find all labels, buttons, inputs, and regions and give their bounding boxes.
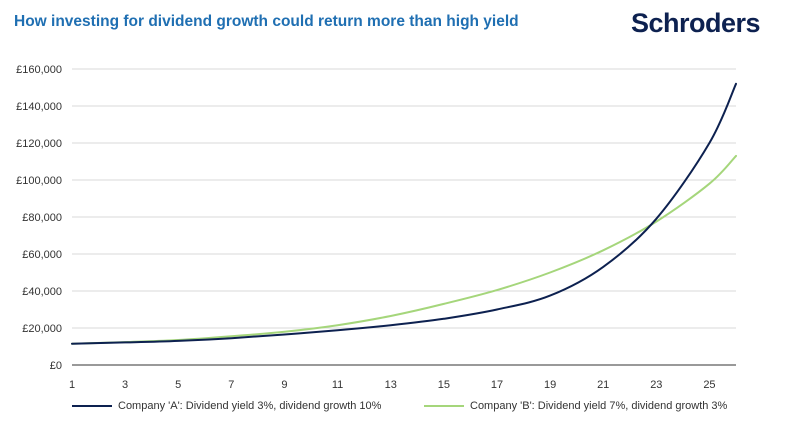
x-tick-label: 15 xyxy=(438,379,450,391)
schroders-logo: Schroders xyxy=(630,8,761,38)
grid-lines xyxy=(72,68,736,366)
x-tick-label: 9 xyxy=(281,379,287,391)
x-tick-label: 13 xyxy=(385,379,397,391)
legend-swatch-company-b xyxy=(424,405,464,407)
x-tick-label: 11 xyxy=(332,379,343,391)
y-tick-label: £160,000 xyxy=(16,64,62,76)
x-tick-label: 25 xyxy=(703,379,715,391)
x-tick-label: 3 xyxy=(122,379,128,391)
y-tick-label: £80,000 xyxy=(22,212,62,224)
series-lines xyxy=(71,82,737,345)
x-tick-label: 7 xyxy=(228,379,234,391)
series-line-company-a xyxy=(71,82,737,345)
chart-title: How investing for dividend growth could … xyxy=(14,13,519,30)
y-tick-label: £60,000 xyxy=(22,249,62,261)
x-tick-label: 17 xyxy=(491,379,503,391)
legend: Company 'A': Dividend yield 3%, dividend… xyxy=(0,400,800,422)
y-tick-label: £20,000 xyxy=(22,323,62,335)
line-chart: £0 £20,000 £40,000 £60,000 £80,000 £100,000 £1… xyxy=(16,64,737,391)
legend-label-company-b: Company 'B': Dividend yield 7%, dividend… xyxy=(470,400,728,412)
series-line-company-b xyxy=(71,154,737,345)
y-tick-label: £0 xyxy=(50,360,62,372)
legend-item-company-a: Company 'A': Dividend yield 3%, dividend… xyxy=(72,400,381,412)
x-tick-label: 5 xyxy=(175,379,181,391)
legend-swatch-company-a xyxy=(72,405,112,407)
y-tick-label: £120,000 xyxy=(16,138,62,150)
x-tick-label: 1 xyxy=(69,379,75,391)
legend-item-company-b: Company 'B': Dividend yield 7%, dividend… xyxy=(424,400,727,412)
x-axis-tick-labels: 1 3 5 7 9 11 13 15 17 19 21 23 25 xyxy=(69,379,716,391)
y-tick-label: £140,000 xyxy=(16,101,62,113)
y-tick-label: £40,000 xyxy=(22,286,62,298)
y-tick-label: £100,000 xyxy=(16,175,62,187)
y-axis-tick-labels: £0 £20,000 £40,000 £60,000 £80,000 £100,000 £1… xyxy=(16,64,62,372)
x-tick-label: 21 xyxy=(597,379,609,391)
x-tick-label: 19 xyxy=(544,379,556,391)
x-tick-label: 23 xyxy=(650,379,662,391)
legend-label-company-a: Company 'A': Dividend yield 3%, dividend… xyxy=(118,400,382,412)
